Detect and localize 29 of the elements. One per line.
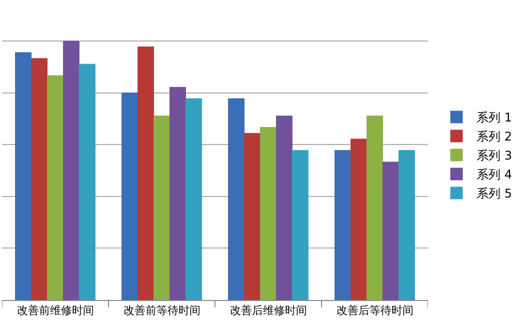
bar xyxy=(154,116,170,300)
bar xyxy=(334,150,352,300)
x-tick-label: 改善后等待时间 xyxy=(336,304,414,318)
bar xyxy=(169,86,186,300)
bar xyxy=(31,58,48,300)
bar xyxy=(78,64,96,300)
x-tick-label: 改善后维修时间 xyxy=(230,304,307,318)
bar xyxy=(138,46,154,300)
bar xyxy=(276,116,292,300)
bar xyxy=(366,116,383,300)
legend-label: 系列 5 xyxy=(476,186,512,201)
x-tick-label: 改善前等待时间 xyxy=(123,304,200,318)
bar xyxy=(185,98,202,300)
legend-label: 系列 4 xyxy=(476,168,512,182)
bar xyxy=(398,150,415,300)
legend-label: 系列 3 xyxy=(476,148,512,163)
bar xyxy=(382,162,399,300)
bar xyxy=(244,133,261,300)
bar xyxy=(62,40,80,300)
bar xyxy=(292,150,308,300)
legend-label: 系列 2 xyxy=(476,130,512,144)
bar xyxy=(47,75,64,300)
bar xyxy=(260,127,276,300)
bar xyxy=(350,138,368,300)
x-tick-label: 改善前维修时间 xyxy=(16,304,94,318)
bar xyxy=(122,92,138,300)
bar xyxy=(15,52,32,300)
bar xyxy=(228,98,245,300)
legend-label: 系列 1 xyxy=(476,110,512,125)
